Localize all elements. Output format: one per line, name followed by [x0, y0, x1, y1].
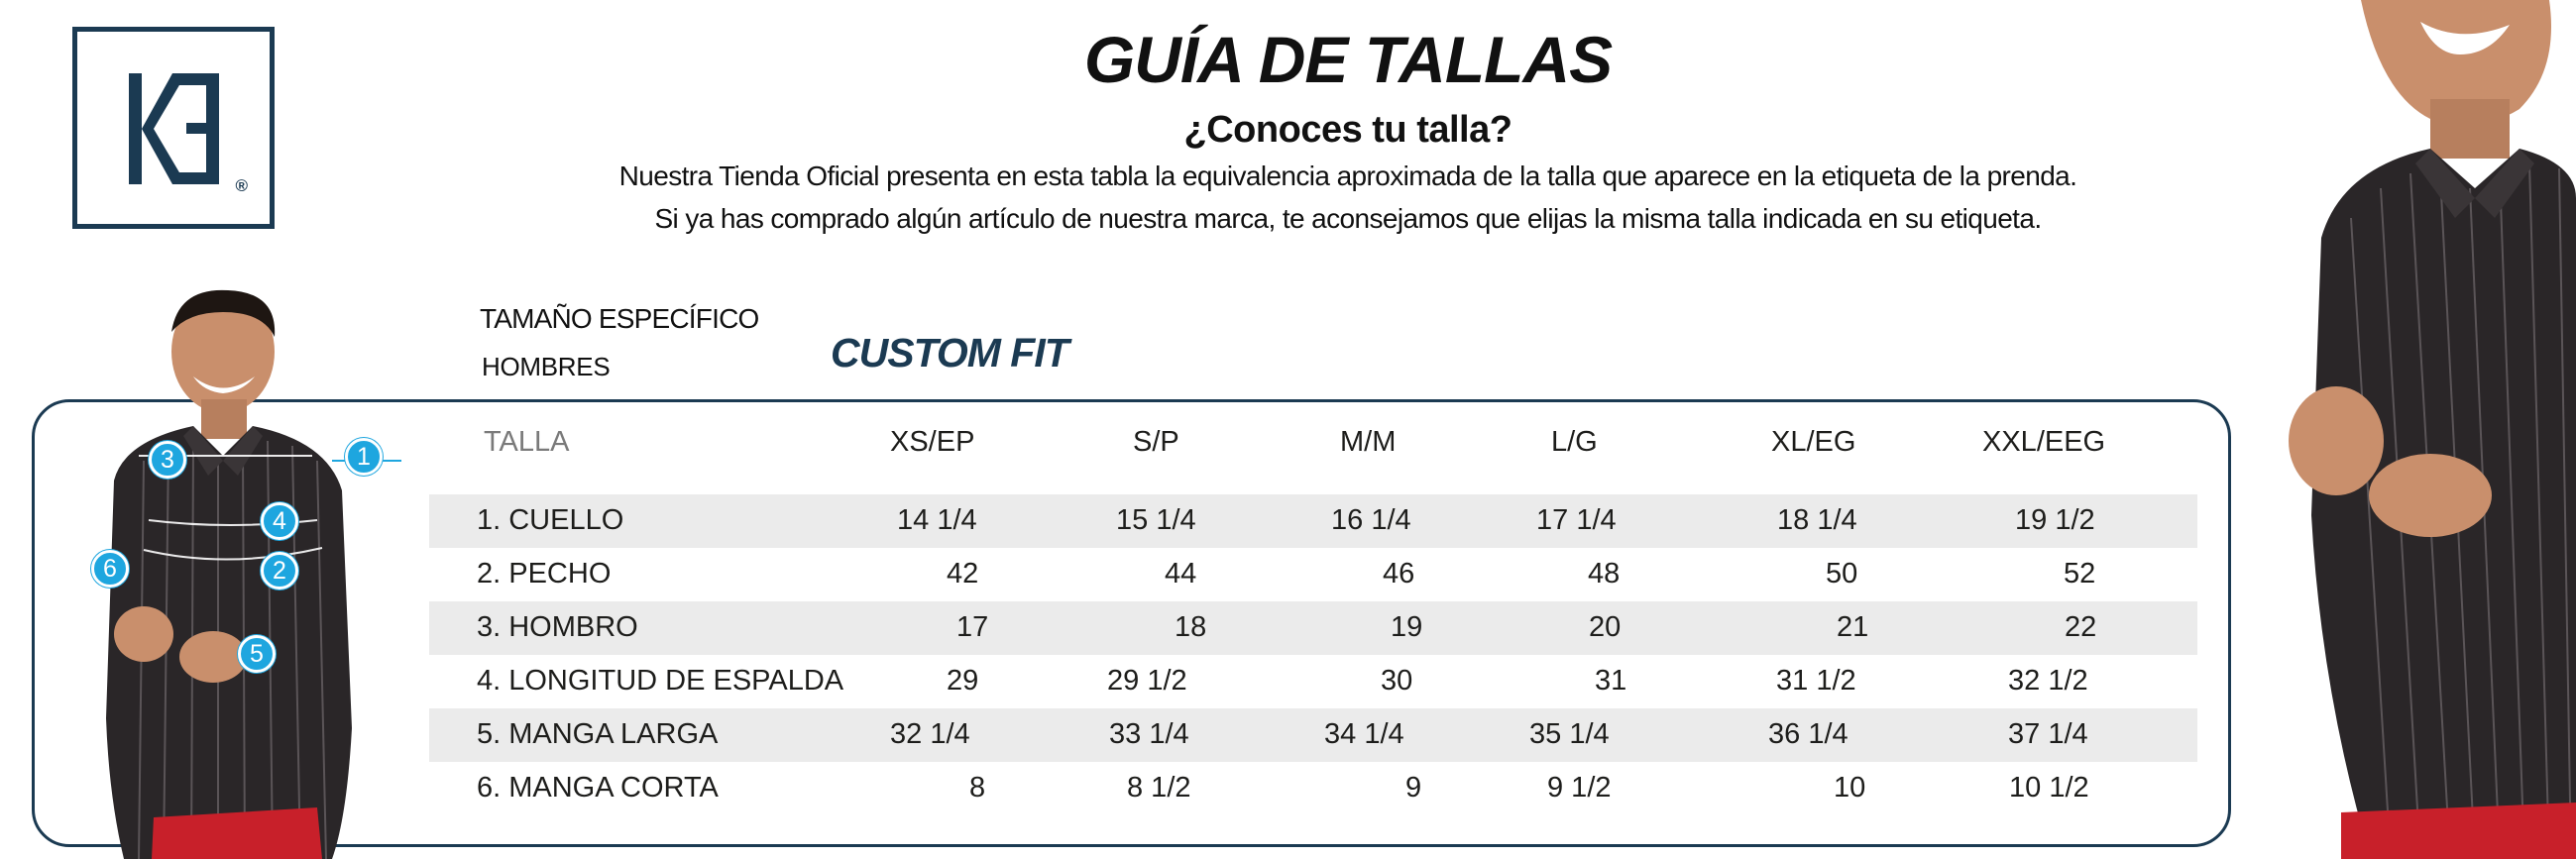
table-row-long-sleeve: 5. MANGA LARGA 32 1/4 33 1/4 34 1/4 35 1…	[429, 708, 2197, 762]
model-photo-left: 1 2 3 4 5 6	[84, 282, 426, 859]
callout-back-length: 4	[261, 502, 298, 540]
table-cell: 22	[2065, 611, 2097, 643]
table-cell: 31	[1595, 665, 1627, 697]
row-label: 1. CUELLO	[477, 504, 624, 536]
page-subtitle: ¿Conoces tu talla?	[1183, 109, 1512, 151]
table-cell: 10	[1834, 772, 1866, 804]
table-cell: 8	[969, 772, 986, 804]
table-cell: 46	[1383, 558, 1415, 590]
intro-line-2: Si ya has comprado algún artículo de nue…	[654, 203, 2042, 234]
page-title: GUÍA DE TALLAS	[1083, 23, 1613, 96]
table-cell: 37 1/4	[2008, 718, 2088, 750]
callout-neck: 1	[345, 438, 383, 476]
table-cell: 32 1/2	[2008, 665, 2088, 697]
table-cell: 18 1/4	[1777, 504, 1857, 536]
table-cell: 17 1/4	[1536, 504, 1617, 536]
table-cell: 21	[1837, 611, 1869, 643]
column-header-size: TALLA	[484, 426, 570, 458]
table-cell: 20	[1589, 611, 1622, 643]
table-cell: 9 1/2	[1547, 772, 1612, 804]
table-cell: 29	[947, 665, 979, 697]
callout-long-sleeve: 5	[238, 635, 276, 673]
model-photo-right	[2262, 0, 2576, 859]
intro-line-1: Nuestra Tienda Oficial presenta en esta …	[618, 161, 2077, 191]
row-label: 6. MANGA CORTA	[477, 772, 719, 804]
row-label: 2. PECHO	[477, 558, 612, 590]
gender-label: HOMBRES	[482, 352, 611, 381]
table-cell: 16 1/4	[1331, 504, 1411, 536]
table-cell: 19	[1391, 611, 1423, 643]
table-cell: 33 1/4	[1109, 718, 1189, 750]
table-cell: 18	[1175, 611, 1207, 643]
table-cell: 44	[1165, 558, 1197, 590]
table-cell: 35 1/4	[1529, 718, 1610, 750]
fit-label: CUSTOM FIT	[831, 330, 1069, 376]
column-header-s: S/P	[1133, 426, 1179, 458]
callout-short-sleeve: 6	[91, 550, 129, 588]
table-cell: 36 1/4	[1768, 718, 1848, 750]
column-header-xl: XL/EG	[1771, 426, 1856, 458]
table-cell: 52	[2064, 558, 2096, 590]
table-cell: 15 1/4	[1116, 504, 1196, 536]
table-row-neck: 1. CUELLO 14 1/4 15 1/4 16 1/4 17 1/4 18…	[429, 494, 2197, 548]
model-illustration	[106, 289, 401, 859]
table-cell: 14 1/4	[897, 504, 977, 536]
column-header-m: M/M	[1340, 426, 1397, 458]
specific-size-label: TAMAÑO ESPECÍFICO	[480, 303, 759, 334]
table-cell: 30	[1381, 665, 1413, 697]
table-row-back-length: 4. LONGITUD DE ESPALDA 29 29 1/2 30 31 3…	[429, 655, 2197, 708]
table-cell: 9	[1405, 772, 1422, 804]
table-cell: 29 1/2	[1107, 665, 1187, 697]
row-label: 5. MANGA LARGA	[477, 718, 719, 750]
table-row-shoulder: 3. HOMBRO 17 18 19 20 21 22	[429, 601, 2197, 655]
row-label: 3. HOMBRO	[477, 611, 638, 643]
brand-logo[interactable]: ®	[72, 27, 275, 229]
table-row-chest: 2. PECHO 42 44 46 48 50 52	[429, 548, 2197, 601]
column-header-xxl: XXL/EEG	[1982, 426, 2106, 458]
table-cell: 48	[1588, 558, 1621, 590]
column-header-xs: XS/EP	[890, 426, 975, 458]
ke-logo-mark	[129, 73, 219, 184]
table-cell: 50	[1826, 558, 1858, 590]
table-cell: 19 1/2	[2015, 504, 2095, 536]
table-cell: 31 1/2	[1776, 665, 1856, 697]
table-cell: 34 1/4	[1324, 718, 1404, 750]
table-cell: 17	[956, 611, 989, 643]
registered-mark: ®	[235, 176, 248, 195]
callout-shoulder: 3	[149, 441, 186, 479]
table-row-short-sleeve: 6. MANGA CORTA 8 8 1/2 9 9 1/2 10 10 1/2	[429, 762, 2197, 815]
row-label: 4. LONGITUD DE ESPALDA	[477, 665, 844, 697]
table-cell: 8 1/2	[1127, 772, 1191, 804]
column-header-l: L/G	[1551, 426, 1598, 458]
table-cell: 10 1/2	[2009, 772, 2089, 804]
model-illustration-right	[2289, 0, 2576, 859]
callout-chest: 2	[261, 552, 298, 590]
table-cell: 42	[947, 558, 979, 590]
table-cell: 32 1/4	[890, 718, 970, 750]
